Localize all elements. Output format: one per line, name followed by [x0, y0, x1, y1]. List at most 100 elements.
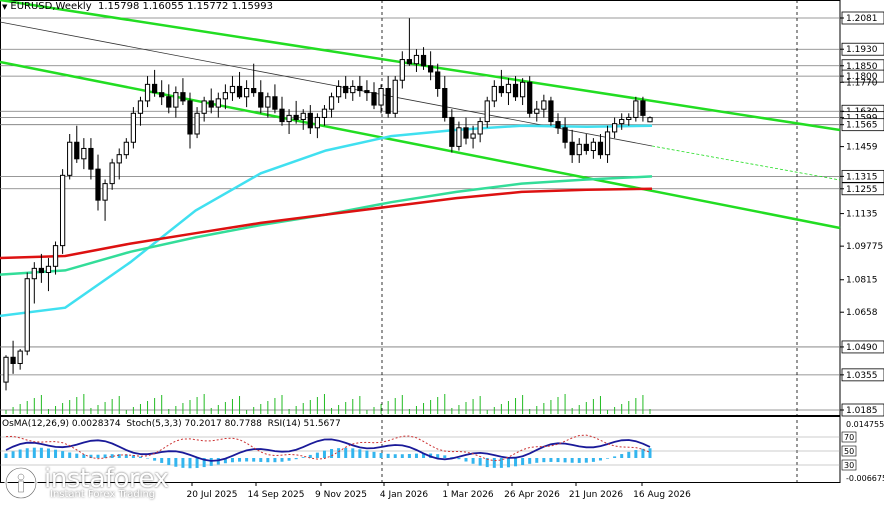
candle-body[interactable] — [343, 85, 349, 94]
candle-body[interactable] — [442, 88, 448, 118]
candle-body[interactable] — [300, 112, 306, 121]
candle-body[interactable] — [180, 92, 186, 102]
candle-body[interactable] — [399, 59, 405, 81]
candle-body[interactable] — [590, 141, 597, 152]
candle-body[interactable] — [116, 154, 122, 164]
candle-body[interactable] — [45, 265, 52, 274]
candle-body[interactable] — [123, 141, 129, 156]
candle-body[interactable] — [463, 127, 469, 139]
candle-body[interactable] — [272, 96, 278, 110]
candle-body[interactable] — [640, 100, 646, 116]
candle-body[interactable] — [519, 81, 526, 98]
candle-body[interactable] — [201, 100, 207, 114]
candle-body[interactable] — [371, 92, 377, 106]
osma-bar — [365, 450, 369, 458]
candle-body[interactable] — [265, 96, 271, 108]
candle-body[interactable] — [611, 123, 618, 133]
candle-body[interactable] — [350, 85, 356, 94]
candle-body[interactable] — [456, 127, 462, 147]
candle-body[interactable] — [159, 92, 165, 98]
osma-bar — [294, 458, 298, 460]
candle-body[interactable] — [52, 245, 59, 267]
candle-body[interactable] — [222, 92, 229, 100]
candle-body[interactable] — [74, 141, 80, 160]
candle-body[interactable] — [470, 133, 476, 139]
candle-body[interactable] — [151, 83, 158, 94]
candle-body[interactable] — [95, 168, 101, 201]
candle-body[interactable] — [491, 85, 497, 102]
candle-body[interactable] — [555, 121, 561, 129]
candle-body[interactable] — [258, 92, 264, 108]
candle-body[interactable] — [449, 116, 455, 147]
candle-body[interactable] — [307, 112, 313, 129]
candle-body[interactable] — [484, 100, 490, 123]
candle-body[interactable] — [619, 119, 625, 125]
candle-body[interactable] — [166, 96, 172, 108]
candle-body[interactable] — [279, 108, 285, 123]
candle-body[interactable] — [562, 127, 568, 143]
candle-body[interactable] — [17, 350, 23, 364]
candle-body[interactable] — [328, 96, 335, 110]
candle-body[interactable] — [31, 267, 37, 280]
candle-body[interactable] — [541, 100, 547, 110]
candle-body[interactable] — [24, 278, 30, 352]
candle-body[interactable] — [385, 88, 391, 114]
candle-body[interactable] — [293, 114, 299, 121]
candle-body[interactable] — [534, 108, 540, 114]
candle-body[interactable] — [647, 117, 653, 123]
candle-body[interactable] — [286, 114, 292, 123]
candle-body[interactable] — [477, 121, 483, 135]
candle-body[interactable] — [357, 85, 363, 92]
candle-body[interactable] — [427, 65, 434, 73]
candle-body[interactable] — [597, 141, 604, 156]
candle-body[interactable] — [321, 108, 328, 118]
candle-body[interactable] — [81, 147, 87, 160]
candle-body[interactable] — [208, 100, 214, 108]
candle-body[interactable] — [413, 54, 420, 65]
candle-body[interactable] — [406, 59, 413, 65]
candle-body[interactable] — [236, 85, 243, 98]
candle-body[interactable] — [187, 100, 193, 135]
candle-body[interactable] — [512, 83, 519, 98]
candle-body[interactable] — [569, 141, 575, 156]
candle-body[interactable] — [335, 85, 342, 98]
candle-body[interactable] — [392, 79, 398, 114]
candle-body[interactable] — [229, 85, 236, 94]
candle-body[interactable] — [314, 116, 321, 129]
candle-body[interactable] — [194, 112, 200, 135]
osma-bar — [308, 454, 312, 458]
candle-body[interactable] — [633, 100, 639, 118]
candle-body[interactable] — [173, 92, 179, 108]
osma-bar — [407, 453, 411, 458]
candle-body[interactable] — [583, 143, 589, 152]
candle-body[interactable] — [364, 90, 370, 94]
candle-body[interactable] — [604, 131, 611, 156]
candle-body[interactable] — [38, 267, 45, 274]
rsi-label: RSI(14) 51.5677 — [267, 419, 341, 429]
candle-body[interactable] — [251, 88, 257, 94]
candle-body[interactable] — [144, 83, 151, 102]
candle-body[interactable] — [67, 141, 73, 176]
candle-body[interactable] — [3, 356, 9, 383]
candle-body[interactable] — [576, 143, 582, 156]
candle-body[interactable] — [243, 88, 250, 98]
candle-body[interactable] — [626, 116, 632, 121]
candle-body[interactable] — [88, 147, 94, 170]
candle-body[interactable] — [10, 356, 16, 364]
candle-body[interactable] — [435, 71, 441, 90]
candle-body[interactable] — [59, 174, 66, 247]
candle-body[interactable] — [378, 88, 384, 106]
candle-body[interactable] — [420, 54, 427, 67]
candle-body[interactable] — [137, 100, 144, 114]
osma-bar — [386, 453, 390, 458]
candle-body[interactable] — [498, 85, 505, 94]
candle-body[interactable] — [130, 112, 137, 143]
candle-body[interactable] — [505, 83, 512, 94]
candle-body[interactable] — [527, 81, 533, 114]
candle-body[interactable] — [102, 183, 108, 201]
candle-body[interactable] — [215, 98, 221, 108]
candle-body[interactable] — [109, 162, 115, 185]
dropdown-triangle-icon[interactable]: ▼ — [2, 3, 8, 11]
candle-body[interactable] — [548, 100, 554, 123]
